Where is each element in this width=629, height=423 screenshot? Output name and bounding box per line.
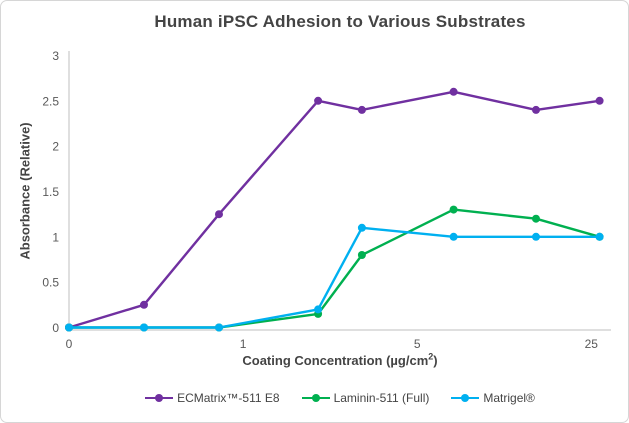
series-0-data-point-marker <box>140 300 148 309</box>
x-axis-tick-label: 5 <box>414 337 421 351</box>
legend-marker-matrigel-icon <box>451 393 480 403</box>
x-axis-tick-label: 25 <box>585 337 599 351</box>
legend-label-laminin: Laminin-511 (Full) <box>333 391 430 405</box>
series-2-data-point-marker <box>215 323 223 332</box>
x-axis-tick-label: 0 <box>66 337 73 351</box>
x-axis-title: Coating Concentration (µg/cm2) <box>69 351 611 368</box>
legend-item-ecmatrix-511-e8: ECMatrix™-511 E8 <box>145 391 280 405</box>
legend-marker-ecmatrix-icon <box>145 393 174 403</box>
series-2-data-point-marker <box>140 323 148 332</box>
series-1-data-point-marker <box>357 251 366 259</box>
legend: ECMatrix™-511 E8 Laminin-511 (Full) Matr… <box>69 389 611 407</box>
legend-label-matrigel: Matrigel® <box>483 391 535 405</box>
legend-label-ecmatrix: ECMatrix™-511 E8 <box>177 391 280 405</box>
x-axis-title-superscript: 2 <box>428 351 434 362</box>
chart-title: Human iPSC Adhesion to Various Substrate… <box>154 12 526 31</box>
series-0-data-point-marker <box>357 105 366 114</box>
y-axis-tick-label: 0 <box>52 321 59 335</box>
y-axis-tick-label: 3 <box>52 49 59 63</box>
legend-item-matrigel: Matrigel® <box>451 391 535 405</box>
series-0-data-point-marker <box>215 210 223 219</box>
series-line-0 <box>68 90 600 329</box>
legend-marker-laminin-icon <box>301 393 330 403</box>
y-axis-tick-label: 0.5 <box>42 276 59 290</box>
y-axis-tick-label: 1 <box>52 230 59 244</box>
series-0-data-point-marker <box>595 96 604 105</box>
series-2-data-point-marker <box>314 305 323 314</box>
x-axis-title-text: Coating Concentration (µg/cm <box>242 353 429 368</box>
x-axis-tick-label: 1 <box>240 337 247 351</box>
legend-item-laminin-511: Laminin-511 (Full) <box>301 391 430 405</box>
series-2-data-point-marker <box>449 232 458 241</box>
series-2-data-point-marker <box>532 232 540 241</box>
series-0-data-point-marker <box>449 87 458 96</box>
series-1-data-point-marker <box>449 205 458 214</box>
series-line-2 <box>69 226 600 329</box>
x-axis-title-close: ) <box>433 353 438 368</box>
series-1-data-point-marker <box>532 214 540 223</box>
series-2-data-point-marker <box>595 232 604 241</box>
series-0-data-point-marker <box>532 105 540 114</box>
y-axis-tick-label: 1.5 <box>42 185 59 199</box>
series-2-data-point-marker <box>357 223 366 232</box>
series-2-data-point-marker <box>65 323 73 332</box>
y-axis-tick-label: 2 <box>52 140 59 154</box>
series-line-1 <box>69 208 600 329</box>
series-0-data-point-marker <box>314 96 323 105</box>
y-axis-tick-label: 2.5 <box>42 94 59 108</box>
